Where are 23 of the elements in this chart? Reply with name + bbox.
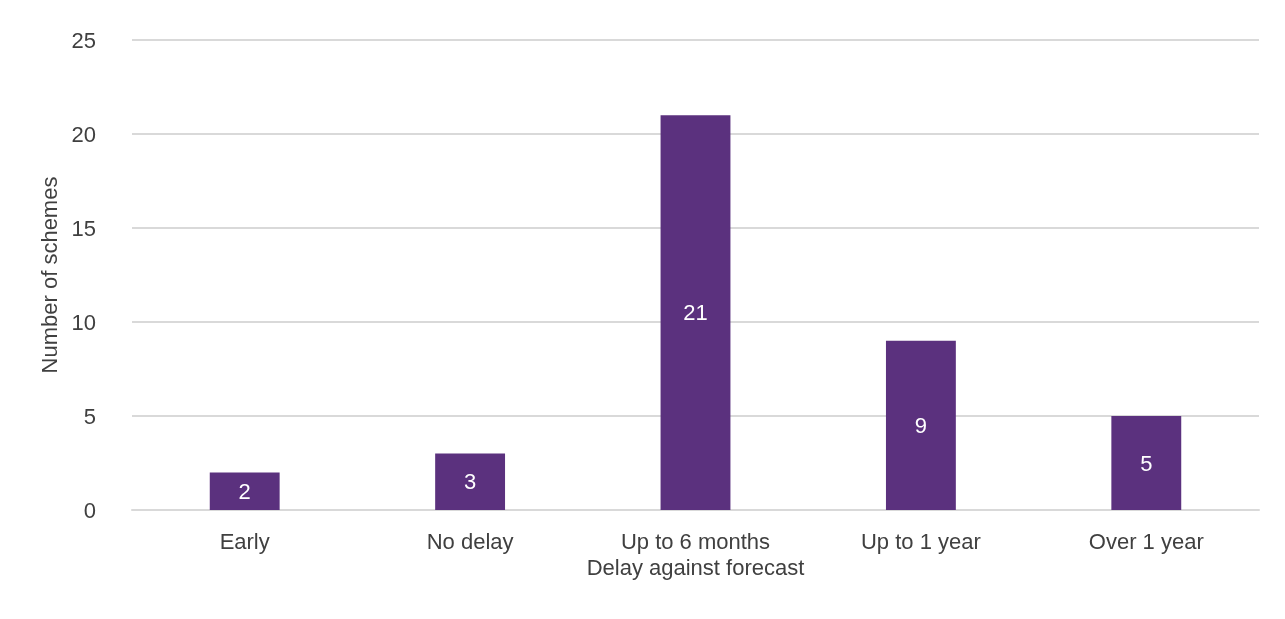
y-tick-label: 25 <box>71 27 96 53</box>
data-label: 21 <box>683 300 708 326</box>
bar <box>885 340 956 510</box>
data-label: 2 <box>238 478 251 504</box>
x-tick-label: Up to 1 year <box>860 528 981 554</box>
data-label: 5 <box>1140 450 1153 476</box>
y-axis-title: Number of schemes <box>37 176 63 374</box>
y-tick-label: 0 <box>83 497 96 523</box>
y-tick-label: 10 <box>71 309 96 335</box>
bar <box>1111 416 1182 510</box>
x-tick-label: Early <box>219 528 270 554</box>
x-tick-label: No delay <box>426 528 514 554</box>
x-tick-label: Over 1 year <box>1088 528 1204 554</box>
x-axis-title: Delay against forecast <box>586 555 805 581</box>
y-tick-label: 20 <box>71 121 96 147</box>
bar <box>209 472 280 510</box>
bar <box>435 453 506 510</box>
data-label: 9 <box>914 412 928 438</box>
y-tick-label: 5 <box>83 403 96 429</box>
x-tick-label: Up to 6 months <box>620 528 771 554</box>
data-label: 3 <box>463 469 477 495</box>
y-tick-label: 15 <box>71 215 96 241</box>
bar <box>660 115 731 510</box>
